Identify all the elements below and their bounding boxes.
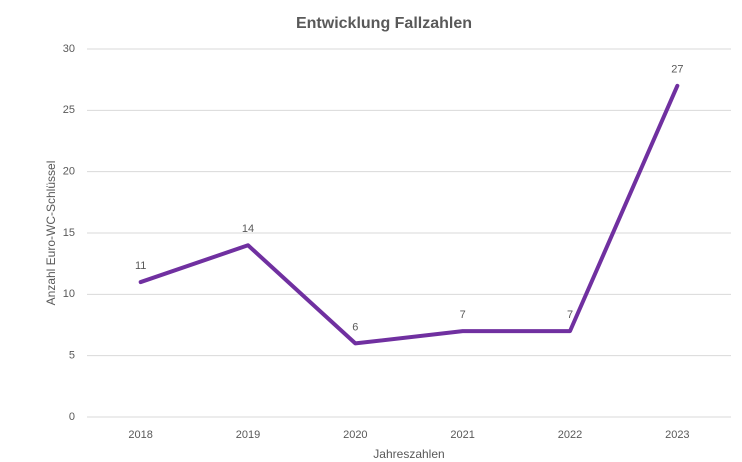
x-axis-label: Jahreszahlen xyxy=(373,447,444,461)
x-tick-label: 2022 xyxy=(558,429,582,441)
data-label: 7 xyxy=(567,309,573,321)
y-tick-label: 10 xyxy=(63,288,75,300)
y-axis-label: Anzahl Euro-WC-Schlüssel xyxy=(44,161,58,306)
x-tick-label: 2020 xyxy=(343,429,367,441)
y-tick-label: 0 xyxy=(69,411,75,423)
x-tick-label: 2018 xyxy=(128,429,152,441)
y-tick-label: 25 xyxy=(63,104,75,116)
line xyxy=(138,83,680,346)
y-tick-label: 15 xyxy=(63,227,75,239)
y-tick-label: 20 xyxy=(63,166,75,178)
x-tick-label: 2023 xyxy=(665,429,689,441)
y-tick-label: 30 xyxy=(63,43,75,55)
x-tick-label: 2021 xyxy=(450,429,474,441)
data-label: 11 xyxy=(135,260,146,272)
data-label: 7 xyxy=(460,309,466,321)
y-tick-label: 5 xyxy=(69,350,75,362)
x-tick-label: 2019 xyxy=(236,429,260,441)
data-label: 14 xyxy=(242,223,254,235)
data-label: 6 xyxy=(352,321,358,333)
chart-title: Entwicklung Fallzahlen xyxy=(296,15,472,32)
data-label: 27 xyxy=(671,64,683,76)
